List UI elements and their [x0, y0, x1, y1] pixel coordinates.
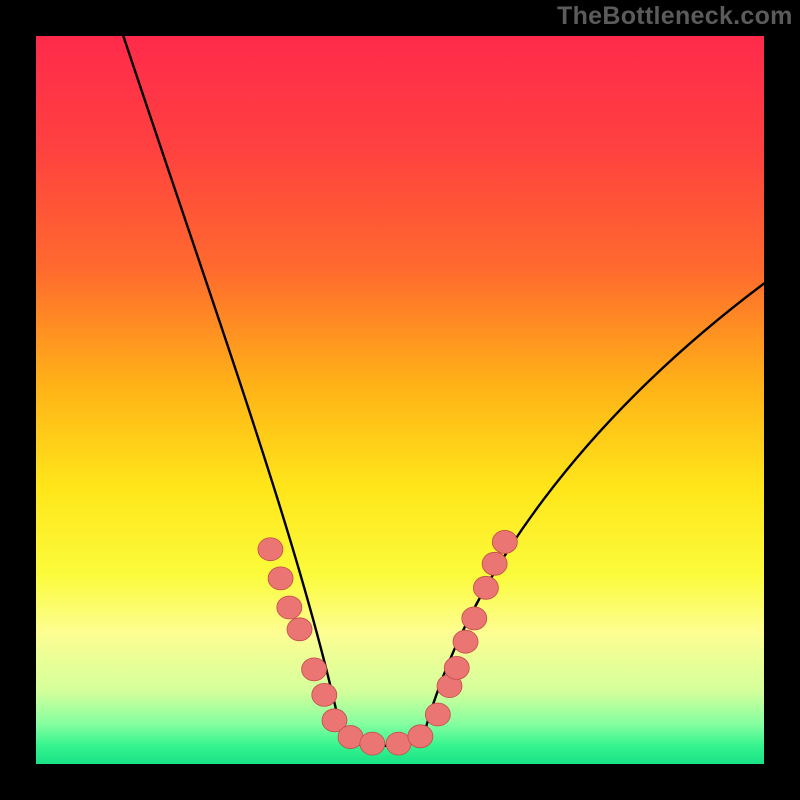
curve-marker	[473, 576, 498, 599]
curve-marker	[338, 726, 363, 749]
curve-marker	[425, 703, 450, 726]
curve-marker	[444, 656, 469, 679]
curve-marker	[268, 567, 293, 590]
chart	[0, 0, 800, 800]
curve-marker	[287, 618, 312, 641]
curve-marker	[312, 683, 337, 706]
curve-marker	[408, 725, 433, 748]
curve-marker	[453, 630, 478, 653]
curve-marker	[302, 658, 327, 681]
curve-marker	[492, 530, 517, 553]
watermark-text: TheBottleneck.com	[557, 2, 793, 31]
curve-marker	[462, 607, 487, 630]
curve-marker	[360, 732, 385, 755]
curve-marker	[258, 538, 283, 561]
gradient-background	[36, 36, 764, 764]
curve-marker	[386, 732, 411, 755]
curve-marker	[277, 596, 302, 619]
curve-marker	[482, 552, 507, 575]
